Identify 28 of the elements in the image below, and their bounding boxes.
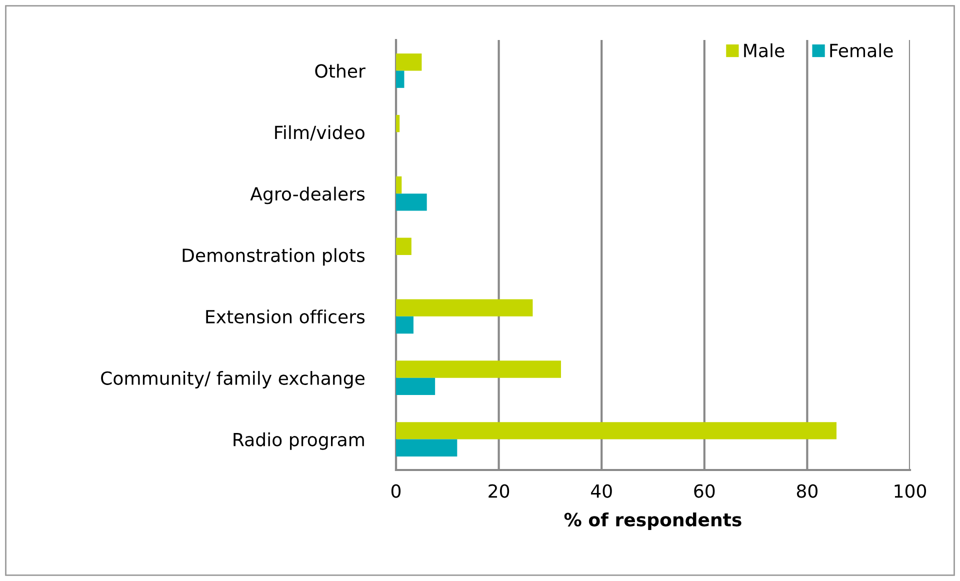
y-tick-label: Community/ family exchange [101,370,364,388]
legend-label: Female [830,43,893,58]
x-tick-label: 40 [590,484,612,498]
bar [396,194,427,211]
x-tick-label: 20 [488,484,510,498]
x-tick-label: 80 [796,484,818,498]
y-tick-label: Demonstration plots [182,248,365,266]
bar [396,54,422,71]
legend-label: Male [744,43,784,58]
bar [396,238,412,255]
y-tick-label: Agro-dealers [250,186,365,204]
bar [396,299,533,316]
bar [396,316,414,334]
bar [396,422,836,440]
y-tick-label: Film/video [275,125,364,141]
bar [396,360,561,378]
x-axis-title: % of respondents [564,512,742,530]
y-tick-label: Extension officers [206,310,365,324]
x-tick-label: 60 [694,484,715,498]
bar [396,114,400,132]
x-tick-label: 0 [391,484,401,498]
x-tick-label: 100 [894,484,926,498]
y-tick-label: Other [315,64,366,78]
y-tick-label: Radio program [234,432,364,450]
bar [396,176,402,194]
bar [396,378,436,396]
bar [396,70,404,88]
bar [396,439,458,456]
